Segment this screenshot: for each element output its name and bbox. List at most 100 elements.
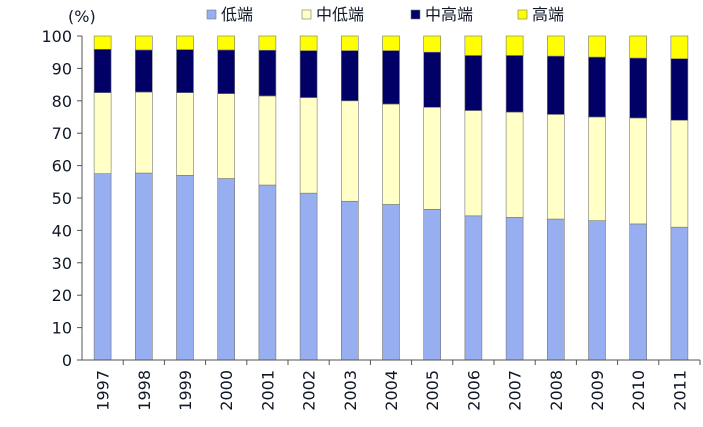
bar-segment-2011-series-0 (670, 226, 689, 361)
y-axis: 0 10 20 30 40 50 60 70 80 90 100 (41, 27, 83, 370)
x-tick-label: 1997 (94, 370, 113, 411)
legend-swatch-1 (301, 9, 312, 20)
bars (93, 35, 689, 361)
bar-segment-2006-series-1 (464, 110, 483, 217)
bar-segment-2004-series-0 (382, 204, 400, 361)
bar-segment-2000-series-3 (217, 35, 235, 51)
bar-segment-1998-series-0 (135, 172, 153, 361)
bar-segment-2003-series-0 (340, 200, 359, 361)
bar-segment-2009-series-3 (588, 35, 606, 58)
bar-segment-2001-series-3 (258, 35, 277, 51)
y-tick-label: 80 (52, 92, 72, 111)
bar-segment-2008-series-0 (546, 218, 565, 361)
bar-segment-2008-series-3 (546, 35, 565, 57)
legend-label-0: 低端 (221, 5, 253, 24)
bar-segment-2003-series-1 (340, 100, 359, 202)
bar-segment-1998-series-3 (135, 35, 153, 51)
bar-segment-2010-series-1 (629, 117, 648, 225)
bar-segment-2011-series-3 (670, 35, 689, 59)
x-tick-label: 2000 (217, 370, 236, 411)
x-tick-label: 2002 (300, 370, 319, 411)
bar-segment-2000-series-1 (217, 93, 235, 179)
bar-segment-2004-series-1 (382, 103, 400, 205)
bar-segment-1997-series-1 (93, 92, 112, 174)
bar-segment-1998-series-2 (135, 49, 153, 93)
bar-segment-1998-series-1 (135, 91, 153, 174)
bar-segment-2009-series-1 (588, 116, 606, 221)
x-tick-label: 1998 (135, 370, 154, 411)
bar-segment-1999-series-2 (176, 49, 194, 94)
x-tick-label: 2004 (382, 370, 401, 411)
bar-segment-2008-series-1 (546, 114, 565, 220)
bar-segment-2010-series-3 (629, 35, 648, 59)
bar-segment-1997-series-0 (93, 173, 112, 361)
legend-swatch-2 (410, 9, 421, 20)
bar-segment-2004-series-3 (382, 35, 400, 51)
bar-segment-2005-series-3 (423, 35, 442, 53)
x-tick-label: 2001 (258, 370, 277, 411)
legend-swatch-0 (206, 9, 217, 20)
bar-segment-2003-series-3 (340, 35, 359, 51)
y-tick-label: 20 (52, 286, 72, 305)
bar-segment-2006-series-3 (464, 35, 483, 56)
bar-segment-2011-series-1 (670, 119, 689, 228)
y-unit-label: (%) (68, 7, 96, 26)
bar-segment-2005-series-0 (423, 209, 442, 361)
y-tick-label: 100 (41, 27, 72, 46)
x-tick-label: 2010 (629, 370, 648, 411)
x-tick-label: 2008 (547, 370, 566, 411)
bar-segment-2001-series-1 (258, 95, 277, 186)
bar-segment-2010-series-2 (629, 57, 648, 119)
x-tick-label: 2003 (341, 370, 360, 411)
legend-label-3: 高端 (532, 5, 564, 24)
y-tick-label: 90 (52, 59, 72, 78)
bar-segment-2009-series-2 (588, 56, 606, 118)
bar-segment-1999-series-0 (176, 175, 194, 361)
bar-segment-1997-series-3 (93, 35, 112, 50)
y-tick-label: 0 (62, 351, 72, 370)
y-tick-label: 50 (52, 189, 72, 208)
y-tick-label: 10 (52, 319, 72, 338)
x-tick-label: 1999 (176, 370, 195, 411)
legend-label-1: 中低端 (316, 5, 364, 24)
bar-segment-2005-series-1 (423, 106, 442, 210)
bar-segment-2006-series-0 (464, 215, 483, 361)
bar-segment-1999-series-1 (176, 92, 194, 176)
bar-segment-2007-series-0 (505, 217, 524, 361)
bar-segment-2000-series-2 (217, 49, 235, 94)
bar-segment-2002-series-2 (299, 50, 318, 98)
bar-segment-2010-series-0 (629, 223, 648, 361)
bar-segment-2007-series-2 (505, 55, 524, 113)
legend: 低端 中低端 中高端 高端 (206, 5, 564, 24)
bar-segment-2008-series-2 (546, 55, 565, 115)
bar-segment-2007-series-3 (505, 35, 524, 56)
legend-swatch-3 (517, 9, 528, 20)
y-tick-label: 70 (52, 124, 72, 143)
bar-segment-2004-series-2 (382, 50, 400, 105)
bar-segment-2001-series-2 (258, 49, 277, 97)
bar-segment-1997-series-2 (93, 48, 112, 94)
bar-segment-2006-series-2 (464, 55, 483, 111)
bar-segment-2001-series-0 (258, 184, 277, 361)
bar-segment-2005-series-2 (423, 51, 442, 108)
bar-segment-2002-series-0 (299, 192, 318, 361)
legend-label-2: 中高端 (425, 5, 473, 24)
x-tick-label: 2011 (670, 370, 689, 411)
x-axis: 1997 1998 1999 2000 2001 2002 2003 2004 2005 2006… (82, 359, 701, 411)
y-tick-label: 30 (52, 254, 72, 273)
bar-segment-2007-series-1 (505, 111, 524, 218)
bar-segment-2002-series-3 (299, 35, 318, 51)
bar-segment-2011-series-2 (670, 58, 689, 121)
y-tick-label: 60 (52, 157, 72, 176)
x-tick-label: 2009 (588, 370, 607, 411)
x-tick-label: 2007 (506, 370, 525, 411)
bar-segment-1999-series-3 (176, 35, 194, 50)
y-tick-label: 40 (52, 221, 72, 240)
bar-segment-2009-series-0 (588, 220, 606, 361)
x-tick-label: 2006 (464, 370, 483, 411)
bar-segment-2002-series-1 (299, 97, 318, 194)
bar-segment-2000-series-0 (217, 178, 235, 361)
bar-segment-2003-series-2 (340, 50, 359, 102)
x-tick-label: 2005 (423, 370, 442, 411)
